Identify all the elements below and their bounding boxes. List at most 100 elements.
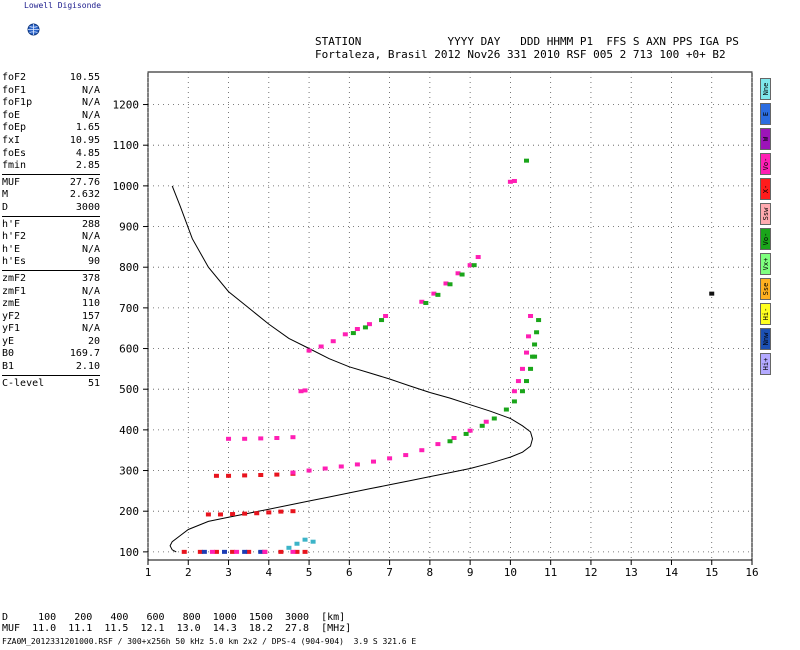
echo-point (447, 282, 453, 287)
echo-point (431, 291, 437, 296)
legend-item: Ssw (760, 203, 771, 225)
echo-point (511, 399, 517, 404)
param-name: foE (2, 109, 21, 121)
param-row: zmF2 378 (2, 273, 100, 286)
echo-point (536, 318, 542, 323)
echo-point (298, 389, 304, 394)
echo-point (354, 462, 360, 467)
param-name: MUF (2, 176, 21, 188)
x-tick-label: 9 (467, 566, 474, 579)
echo-point (290, 549, 296, 554)
x-tick-label: 4 (265, 566, 272, 579)
echo-point (528, 314, 534, 318)
echo-point (274, 472, 280, 477)
param-value: N/A (81, 243, 100, 255)
echo-point (217, 512, 223, 517)
echo-point (443, 281, 449, 286)
muf-row: MUF 11.0 11.1 11.5 12.1 13.0 14.3 18.2 2… (2, 623, 352, 634)
echo-point (242, 436, 248, 441)
x-tick-label: 1 (145, 566, 152, 579)
echo-point (524, 379, 530, 384)
echo-point (302, 388, 308, 393)
legend-label: Sse (761, 282, 770, 296)
y-tick-label: 100 (119, 546, 139, 559)
legend-label: Vx+ (761, 257, 770, 271)
x-tick-label: 11 (544, 566, 557, 579)
param-value: 51 (87, 377, 100, 389)
param-value: 3000 (75, 201, 100, 213)
x-tick-label: 8 (427, 566, 434, 579)
param-row: foE N/A (2, 110, 100, 123)
param-name: h'F2 (2, 231, 27, 243)
legend-label: Vo- (761, 232, 770, 246)
echo-point (479, 423, 485, 428)
legend-item: Vo- (760, 153, 771, 175)
param-value: N/A (81, 285, 100, 297)
legend-item: Nnw (760, 328, 771, 350)
param-value: 1.65 (75, 122, 100, 134)
param-name: h'E (2, 243, 21, 255)
legend-label: Ssw (761, 207, 770, 221)
echo-point (306, 468, 312, 473)
echo-point (447, 439, 453, 444)
param-value: N/A (81, 231, 100, 243)
param-separator (2, 215, 100, 217)
x-tick-label: 3 (225, 566, 232, 579)
param-value: N/A (81, 97, 100, 109)
param-row: zmF1 N/A (2, 286, 100, 299)
echo-point (459, 272, 465, 277)
echo-point (467, 263, 473, 268)
param-name: foF1p (2, 97, 33, 109)
echo-point (254, 511, 260, 516)
echo-point (201, 549, 207, 554)
echo-point (258, 436, 264, 441)
echo-point (302, 537, 308, 542)
param-row: foF1p N/A (2, 97, 100, 110)
echo-point (242, 473, 248, 478)
legend-panel: Nne E W Vo- X- Ssw Vo- Vx+ Sse Hi- Nnw Hi+ (760, 78, 771, 378)
echo-point (266, 510, 272, 515)
param-value: N/A (81, 84, 100, 96)
echo-point (246, 549, 252, 554)
legend-item: Hi- (760, 303, 771, 325)
echo-point (330, 339, 336, 344)
param-value: 4.85 (75, 147, 100, 159)
echo-point (290, 435, 296, 440)
echo-point (258, 473, 264, 478)
param-name: h'Es (2, 256, 27, 268)
y-tick-label: 900 (119, 221, 139, 234)
legend-item: X- (760, 178, 771, 200)
echo-point (366, 322, 372, 327)
legend-item: Nne (760, 78, 771, 100)
legend-item: Hi+ (760, 353, 771, 375)
echo-point (354, 327, 360, 332)
y-tick-label: 800 (119, 261, 139, 274)
echo-point (306, 348, 312, 353)
echo-point (534, 330, 540, 335)
echo-point (286, 545, 292, 550)
param-row: foEp 1.65 (2, 122, 100, 135)
echo-point (475, 255, 481, 260)
echo-point (294, 541, 300, 546)
param-name: foEp (2, 122, 27, 134)
legend-label: E (761, 111, 770, 117)
param-value: 90 (87, 256, 100, 268)
echo-point (471, 263, 477, 268)
d-muf-table: D 100 200 400 600 800 1000 1500 3000 [km… (2, 612, 351, 634)
param-row: fmin 2.85 (2, 160, 100, 173)
echo-point (383, 314, 389, 318)
echo-point (503, 407, 509, 412)
echo-point (524, 350, 530, 355)
echo-point (370, 459, 376, 464)
header-line-2: Fortaleza, Brasil 2012 Nov26 331 2010 RS… (315, 48, 726, 61)
echo-point (451, 436, 457, 440)
echo-point (519, 366, 525, 371)
legend-item: Vx+ (760, 253, 771, 275)
echo-point (226, 473, 232, 478)
param-row: yF2 157 (2, 311, 100, 324)
echo-point (709, 291, 715, 296)
param-name: D (2, 201, 9, 213)
y-tick-label: 1100 (113, 139, 140, 152)
legend-label: Nnw (761, 332, 770, 346)
echo-point (274, 436, 280, 440)
